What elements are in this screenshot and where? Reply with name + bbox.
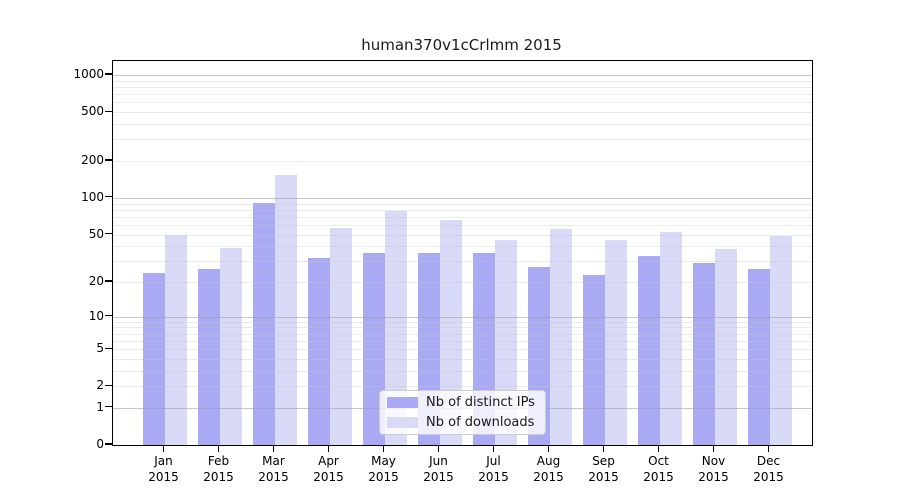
bar-downloads	[604, 240, 627, 445]
x-tick-mark	[767, 445, 770, 452]
x-tick-mark	[272, 445, 275, 452]
legend-item-downloads: Nb of downloads	[387, 414, 545, 431]
legend-swatch-distinct-ips	[387, 397, 418, 408]
bar-downloads	[384, 211, 407, 445]
x-tick-mark	[217, 445, 220, 452]
bar-downloads	[219, 247, 242, 445]
bar-downloads	[714, 248, 737, 445]
x-tick-label: Mar 2015	[258, 454, 289, 484]
bar-downloads	[329, 227, 352, 445]
y-tick-label: 10	[88, 308, 104, 323]
bar-downloads	[439, 219, 462, 445]
chart-title: human370v1cCrlmm 2015	[361, 36, 562, 54]
y-tick-mark	[105, 196, 112, 198]
y-tick-label: 1	[96, 399, 104, 414]
y-tick-mark	[105, 406, 112, 408]
bar-downloads	[274, 174, 297, 445]
y-tick-label: 2	[96, 378, 104, 393]
bar-distinct-ips	[252, 202, 275, 445]
x-tick-mark	[437, 445, 440, 452]
bars-layer	[113, 61, 812, 445]
legend-label-distinct-ips: Nb of distinct IPs	[426, 395, 535, 410]
bar-distinct-ips	[197, 268, 220, 445]
y-tick-mark	[105, 110, 112, 112]
y-tick-mark	[105, 159, 112, 161]
x-tick-mark	[657, 445, 660, 452]
y-tick-mark	[105, 232, 112, 235]
y-tick-label: 20	[88, 274, 104, 288]
y-tick-label: 200	[81, 153, 104, 167]
plot-area	[112, 60, 813, 446]
x-tick-mark	[547, 445, 550, 452]
x-tick-mark	[602, 445, 605, 452]
x-tick-mark	[382, 445, 385, 452]
y-tick-mark	[105, 73, 112, 75]
legend-label-downloads: Nb of downloads	[426, 415, 535, 430]
x-tick-label: Jul 2015	[478, 454, 509, 484]
x-tick-label: Aug 2015	[533, 454, 564, 484]
legend: Nb of distinct IPs Nb of downloads	[379, 390, 546, 435]
bar-distinct-ips	[307, 257, 330, 445]
x-tick-mark	[162, 445, 165, 452]
legend-swatch-downloads	[387, 417, 418, 428]
x-tick-mark	[712, 445, 715, 452]
y-tick-label: 500	[81, 104, 104, 119]
x-tick-label: Sep 2015	[588, 454, 619, 484]
bar-downloads	[164, 234, 187, 445]
x-tick-label: Dec 2015	[753, 454, 784, 484]
y-tick-mark	[105, 443, 112, 445]
x-tick-mark	[492, 445, 495, 452]
y-tick-label: 1000	[73, 67, 104, 81]
bar-downloads	[769, 235, 792, 445]
x-tick-label: Nov 2015	[698, 454, 729, 484]
y-tick-label: 5	[96, 341, 104, 356]
bar-distinct-ips	[747, 268, 770, 445]
legend-item-distinct-ips: Nb of distinct IPs	[387, 394, 545, 411]
y-tick-mark	[105, 384, 112, 386]
y-tick-label: 0	[96, 437, 104, 451]
bar-downloads	[659, 232, 682, 445]
x-tick-label: May 2015	[368, 454, 399, 484]
bar-distinct-ips	[142, 272, 165, 445]
bar-downloads	[549, 228, 572, 445]
y-tick-label: 100	[81, 189, 104, 204]
x-tick-label: Feb 2015	[203, 454, 234, 484]
bar-distinct-ips	[637, 256, 660, 445]
y-tick-mark	[105, 280, 112, 282]
x-tick-label: Jan 2015	[148, 454, 179, 484]
x-tick-mark	[327, 445, 330, 452]
y-tick-mark	[105, 315, 112, 317]
bar-distinct-ips	[692, 262, 715, 445]
x-tick-label: Jun 2015	[423, 454, 454, 484]
x-tick-label: Apr 2015	[313, 454, 344, 484]
y-tick-label: 50	[88, 226, 104, 241]
y-tick-mark	[105, 347, 112, 349]
bar-distinct-ips	[582, 274, 605, 445]
x-tick-label: Oct 2015	[643, 454, 674, 484]
